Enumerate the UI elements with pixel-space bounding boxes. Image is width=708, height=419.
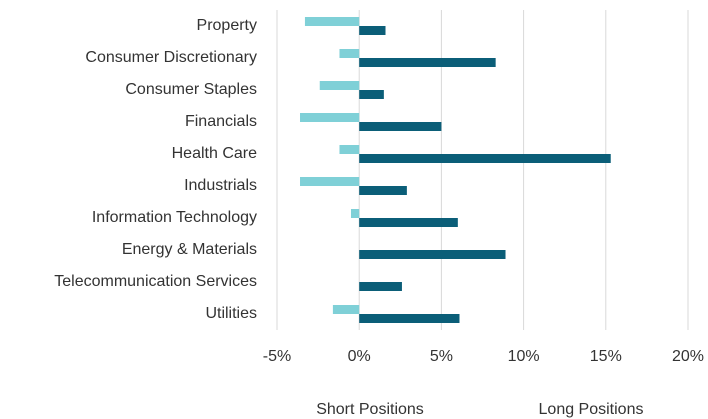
bar (359, 186, 407, 195)
bar (359, 218, 458, 227)
bar (359, 90, 384, 99)
y-tick-label: Utilities (205, 305, 257, 322)
bar (359, 282, 402, 291)
bar (304, 17, 360, 26)
x-tick-label: 10% (508, 348, 540, 365)
bar (339, 49, 360, 58)
bar (332, 305, 360, 314)
bar (319, 81, 360, 90)
y-tick-label: Telecommunication Services (54, 273, 257, 290)
y-tick-label: Industrials (184, 177, 257, 194)
bar (359, 122, 442, 131)
x-tick-label: -5% (263, 348, 291, 365)
x-tick-label: 5% (430, 348, 453, 365)
bar (300, 177, 360, 186)
bar (339, 145, 360, 154)
y-tick-label: Information Technology (92, 209, 257, 226)
y-tick-label: Consumer Discretionary (85, 49, 257, 66)
bar (359, 314, 460, 323)
y-tick-label: Financials (185, 113, 257, 130)
bar (359, 58, 496, 67)
bar (359, 26, 386, 35)
bar (359, 250, 506, 259)
x-tick-label: 20% (672, 348, 704, 365)
legend-label: Short Positions (316, 401, 424, 418)
bar (350, 209, 360, 218)
y-tick-label: Property (197, 17, 257, 34)
y-tick-label: Energy & Materials (122, 241, 257, 258)
y-tick-label: Health Care (172, 145, 257, 162)
x-tick-label: 15% (590, 348, 622, 365)
legend-label: Long Positions (539, 401, 644, 418)
y-tick-label: Consumer Staples (125, 81, 257, 98)
bar (359, 154, 611, 163)
bar (300, 113, 360, 122)
x-tick-label: 0% (348, 348, 371, 365)
